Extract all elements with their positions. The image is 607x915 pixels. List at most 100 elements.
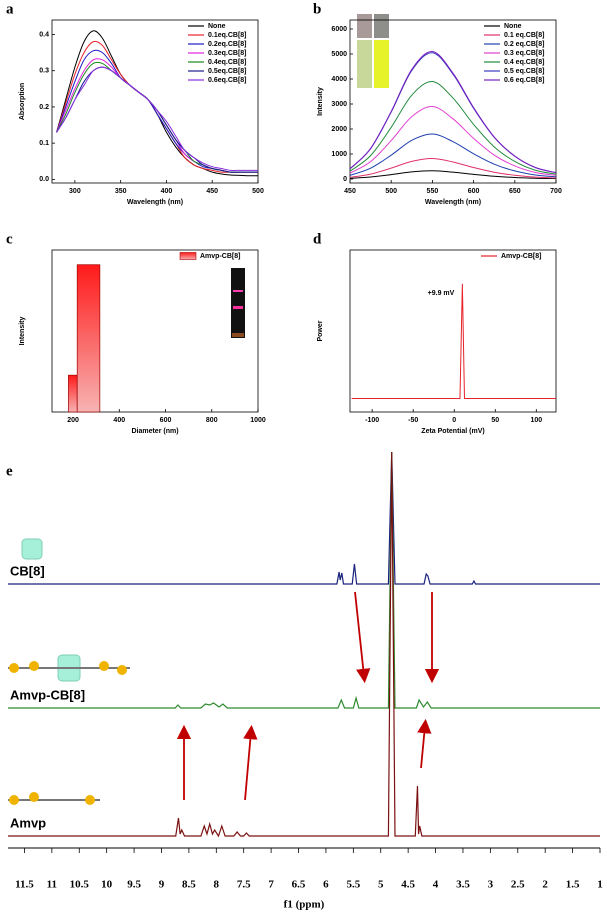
panel-label: e xyxy=(6,463,13,479)
x-axis-title: Wavelength (nm) xyxy=(425,199,481,206)
x-tick-label: 50 xyxy=(491,417,499,424)
x-axis-title: f1 (ppm) xyxy=(284,899,325,911)
series-line xyxy=(56,58,258,173)
x-tick-label: 600 xyxy=(160,417,172,424)
x-tick-label: 450 xyxy=(344,188,356,195)
x-axis-title: Wavelength (nm) xyxy=(127,199,183,206)
x-axis-title: Zeta Potential (mV) xyxy=(421,428,484,435)
x-tick-label: 11 xyxy=(47,879,57,891)
x-tick-label: 500 xyxy=(385,188,397,195)
x-tick-label: 8.5 xyxy=(182,879,196,891)
series-line xyxy=(349,105,557,176)
x-tick-label: 0 xyxy=(452,417,456,424)
y-tick-label: 1000 xyxy=(331,151,347,158)
plot-frame xyxy=(51,19,259,184)
x-tick-label: 7.5 xyxy=(237,879,251,891)
x-tick-label: 1000 xyxy=(250,417,266,424)
y-tick-label: 6000 xyxy=(331,26,347,33)
x-tick-label: 3 xyxy=(488,879,494,891)
plot-frame xyxy=(349,19,557,184)
x-tick-label: -50 xyxy=(408,417,418,424)
y-tick-label: 2000 xyxy=(331,126,347,133)
series-line xyxy=(349,133,557,178)
x-tick-label: 1 xyxy=(597,879,603,891)
legend-label: 0.1eq.CB[8] xyxy=(208,32,247,39)
series-line xyxy=(351,283,556,399)
arrows xyxy=(176,591,440,801)
y-tick-label: 0.3 xyxy=(39,68,49,75)
x-tick-label: 800 xyxy=(206,417,218,424)
legend-label: 0.6eq.CB[8] xyxy=(208,77,247,84)
series-line xyxy=(56,66,258,171)
series-line xyxy=(349,50,557,174)
y-tick-label: 0.1 xyxy=(39,140,49,147)
x-tick-label: 450 xyxy=(206,188,218,195)
x-tick-label: 10 xyxy=(101,879,113,891)
plot-frame xyxy=(51,249,259,413)
x-tick-label: 2 xyxy=(542,879,548,891)
y-tick-label: 0.0 xyxy=(39,176,49,183)
y-tick-label: 3000 xyxy=(331,101,347,108)
x-tick-label: 600 xyxy=(468,188,480,195)
series-line xyxy=(8,451,600,585)
x-tick-label: 5 xyxy=(378,879,384,891)
y-tick-label: 5000 xyxy=(331,51,347,58)
inset-gel xyxy=(231,268,245,338)
y-tick-label: 0.4 xyxy=(39,31,49,38)
x-tick-label: 550 xyxy=(427,188,439,195)
plot-frame xyxy=(349,249,557,413)
x-tick-label: 5.5 xyxy=(346,879,360,891)
legend-label: 0.5eq.CB[8] xyxy=(208,68,247,75)
series-line xyxy=(8,451,600,709)
spectrum-label: Amvp xyxy=(10,815,46,830)
x-tick-label: 4.5 xyxy=(401,879,415,891)
legend-label: 0.1 eq.CB[8] xyxy=(504,32,544,39)
x-tick-label: 300 xyxy=(69,188,81,195)
spectrum-label: Amvp-CB[8] xyxy=(10,687,85,702)
series-line xyxy=(349,80,557,175)
legend-label: 0.3 eq.CB[8] xyxy=(504,50,544,57)
series-line xyxy=(8,451,600,838)
y-axis-title: Intensity xyxy=(317,87,324,116)
panel-label: c xyxy=(6,231,13,247)
x-axis-title: Diameter (nm) xyxy=(131,428,178,435)
x-tick-label: 700 xyxy=(550,188,562,195)
legend-label: 0.3eq.CB[8] xyxy=(208,50,247,57)
x-tick-label: 650 xyxy=(509,188,521,195)
y-tick-label: 0.2 xyxy=(39,104,49,111)
legend-label: 0.6 eq.CB[8] xyxy=(504,77,544,84)
series-line xyxy=(349,170,557,180)
histogram-bar xyxy=(76,264,101,413)
x-tick-label: 9 xyxy=(159,879,165,891)
y-tick-label: 4000 xyxy=(331,76,347,83)
y-axis-title: Power xyxy=(317,320,324,341)
x-tick-label: 400 xyxy=(161,188,173,195)
x-tick-label: 6.5 xyxy=(292,879,306,891)
inset-vials xyxy=(357,14,389,88)
legend-label: Amvp-CB[8] xyxy=(501,253,541,260)
panel-label: a xyxy=(6,1,14,17)
legend-label: 0.4 eq.CB[8] xyxy=(504,59,544,66)
panel-label: b xyxy=(313,1,321,17)
legend-label: None xyxy=(208,23,226,30)
x-tick-label: 3.5 xyxy=(456,879,470,891)
legend-label: None xyxy=(504,23,522,30)
x-tick-label: 4 xyxy=(433,879,439,891)
panel-label: d xyxy=(313,231,322,247)
legend-swatch xyxy=(179,252,197,260)
x-tick-label: 11.5 xyxy=(15,879,34,891)
legend-label: 0.5 eq.CB[8] xyxy=(504,68,544,75)
x-tick-label: 10.5 xyxy=(70,879,90,891)
legend-label: 0.2 eq.CB[8] xyxy=(504,41,544,48)
spectrum-label: CB[8] xyxy=(10,563,45,578)
x-tick-label: 8 xyxy=(214,879,220,891)
y-axis-title: Intensity xyxy=(19,317,26,346)
x-tick-label: 1.5 xyxy=(566,879,580,891)
x-tick-label: -100 xyxy=(365,417,379,424)
x-tick-label: 350 xyxy=(115,188,127,195)
x-tick-label: 9.5 xyxy=(127,879,141,891)
x-tick-label: 100 xyxy=(530,417,542,424)
series-line xyxy=(349,157,557,179)
x-tick-label: 6 xyxy=(323,879,329,891)
